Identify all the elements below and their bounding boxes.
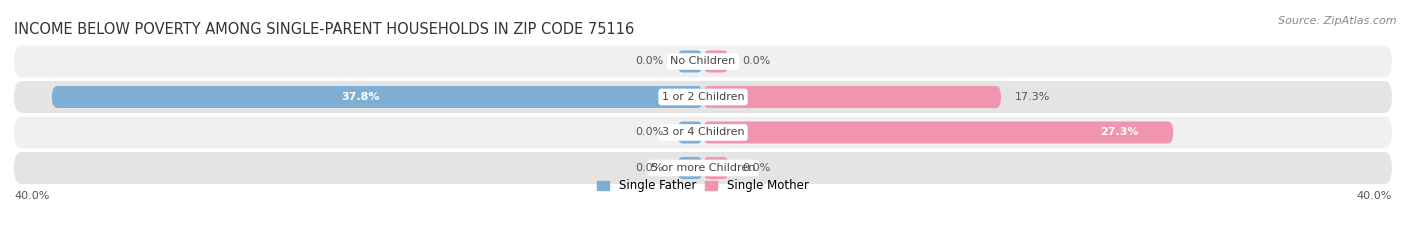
FancyBboxPatch shape (52, 86, 703, 108)
Text: No Children: No Children (671, 56, 735, 66)
FancyBboxPatch shape (703, 51, 728, 72)
Text: 3 or 4 Children: 3 or 4 Children (662, 127, 744, 137)
FancyBboxPatch shape (678, 157, 703, 179)
Text: 37.8%: 37.8% (342, 92, 380, 102)
FancyBboxPatch shape (678, 121, 703, 144)
Text: INCOME BELOW POVERTY AMONG SINGLE-PARENT HOUSEHOLDS IN ZIP CODE 75116: INCOME BELOW POVERTY AMONG SINGLE-PARENT… (14, 22, 634, 37)
FancyBboxPatch shape (14, 116, 1392, 148)
FancyBboxPatch shape (703, 157, 728, 179)
Text: 0.0%: 0.0% (742, 56, 770, 66)
FancyBboxPatch shape (14, 81, 1392, 113)
Text: 40.0%: 40.0% (14, 191, 49, 201)
Text: 0.0%: 0.0% (636, 56, 664, 66)
FancyBboxPatch shape (703, 121, 1173, 144)
Text: 0.0%: 0.0% (742, 163, 770, 173)
FancyBboxPatch shape (14, 45, 1392, 77)
Text: 0.0%: 0.0% (636, 127, 664, 137)
Legend: Single Father, Single Mother: Single Father, Single Mother (593, 175, 813, 197)
FancyBboxPatch shape (703, 86, 1001, 108)
Text: 0.0%: 0.0% (636, 163, 664, 173)
FancyBboxPatch shape (14, 152, 1392, 184)
Text: 5 or more Children: 5 or more Children (651, 163, 755, 173)
Text: 1 or 2 Children: 1 or 2 Children (662, 92, 744, 102)
FancyBboxPatch shape (678, 51, 703, 72)
Text: 40.0%: 40.0% (1357, 191, 1392, 201)
Text: Source: ZipAtlas.com: Source: ZipAtlas.com (1278, 16, 1396, 26)
Text: 27.3%: 27.3% (1101, 127, 1139, 137)
Text: 17.3%: 17.3% (1015, 92, 1050, 102)
